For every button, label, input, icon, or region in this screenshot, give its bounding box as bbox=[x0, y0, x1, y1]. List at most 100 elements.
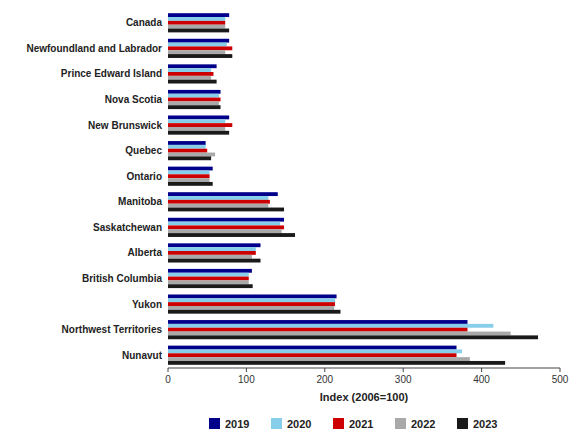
bar bbox=[168, 76, 211, 80]
category-label: Prince Edward Island bbox=[61, 68, 162, 79]
bar bbox=[168, 310, 340, 314]
bar bbox=[168, 277, 249, 281]
bar bbox=[168, 222, 280, 226]
bar bbox=[168, 361, 505, 365]
bar bbox=[168, 346, 457, 350]
bar bbox=[168, 204, 268, 208]
x-tick-label: 200 bbox=[316, 374, 333, 385]
legend-label: 2019 bbox=[225, 418, 249, 430]
x-tick-label: 400 bbox=[473, 374, 490, 385]
category-label: Ontario bbox=[126, 171, 162, 182]
bar bbox=[168, 200, 270, 204]
category-label: British Columbia bbox=[82, 273, 162, 284]
legend-swatch bbox=[209, 418, 220, 429]
legend-swatch bbox=[457, 418, 468, 429]
bar bbox=[168, 259, 261, 263]
bar bbox=[168, 208, 284, 212]
bar bbox=[168, 170, 210, 174]
bar bbox=[168, 21, 225, 25]
bar bbox=[168, 324, 493, 328]
bar bbox=[168, 64, 217, 68]
category-label: Manitoba bbox=[118, 196, 162, 207]
bar bbox=[168, 145, 206, 149]
bar bbox=[168, 72, 213, 76]
bar bbox=[168, 17, 225, 21]
x-axis-label: Index (2006=100) bbox=[320, 391, 409, 403]
bar bbox=[168, 153, 215, 157]
bar bbox=[168, 273, 249, 277]
bar bbox=[168, 255, 252, 259]
legend-label: 2020 bbox=[287, 418, 311, 430]
bar bbox=[168, 280, 249, 284]
bar bbox=[168, 46, 232, 50]
category-label: Yukon bbox=[132, 299, 162, 310]
category-label: Alberta bbox=[128, 247, 163, 258]
bar bbox=[168, 94, 219, 98]
bar bbox=[168, 123, 232, 127]
x-tick bbox=[168, 368, 169, 372]
bar bbox=[168, 29, 229, 33]
bar bbox=[168, 98, 221, 102]
bar bbox=[168, 105, 221, 109]
bar bbox=[168, 141, 206, 145]
category-label: Nova Scotia bbox=[105, 94, 163, 105]
legend-label: 2023 bbox=[473, 418, 497, 430]
x-tick-label: 500 bbox=[552, 374, 569, 385]
bar bbox=[168, 294, 337, 298]
chart-container: Canada Newfoundland and Labrador Prince Ed… bbox=[0, 0, 580, 440]
category-label: Nunavut bbox=[122, 350, 163, 361]
x-tick bbox=[481, 368, 482, 372]
bar bbox=[168, 50, 225, 54]
bar bbox=[168, 119, 225, 123]
x-tick bbox=[246, 368, 247, 372]
bar bbox=[168, 225, 284, 229]
bar bbox=[168, 349, 462, 353]
bar bbox=[168, 101, 219, 105]
bar bbox=[168, 178, 210, 182]
bar bbox=[168, 302, 335, 306]
legend-label: 2021 bbox=[349, 418, 373, 430]
bar bbox=[168, 156, 211, 160]
bar bbox=[168, 127, 225, 131]
category-label: Canada bbox=[126, 17, 163, 28]
bar bbox=[168, 298, 335, 302]
chart: Canada Newfoundland and Labrador Prince Ed… bbox=[0, 0, 580, 440]
bar bbox=[168, 43, 227, 47]
bar bbox=[168, 174, 210, 178]
bar bbox=[168, 320, 467, 324]
bar bbox=[168, 39, 229, 43]
bar bbox=[168, 25, 225, 29]
legend-swatch bbox=[333, 418, 344, 429]
bar bbox=[168, 251, 256, 255]
bar bbox=[168, 229, 282, 233]
bar bbox=[168, 68, 211, 72]
legend-swatch bbox=[395, 418, 406, 429]
bar bbox=[168, 182, 213, 186]
bar bbox=[168, 247, 256, 251]
bar bbox=[168, 328, 467, 332]
bar bbox=[168, 335, 538, 339]
category-label: Saskatchewan bbox=[93, 222, 162, 233]
bar bbox=[168, 80, 217, 84]
x-tick bbox=[403, 368, 404, 372]
bar bbox=[168, 192, 278, 196]
bar bbox=[168, 149, 207, 153]
category-label: Northwest Territories bbox=[62, 324, 163, 335]
bar bbox=[168, 115, 229, 119]
x-tick-label: 0 bbox=[165, 374, 171, 385]
bar bbox=[168, 90, 221, 94]
x-axis-line bbox=[168, 368, 560, 369]
legend-label: 2022 bbox=[411, 418, 435, 430]
bar bbox=[168, 196, 268, 200]
x-tick bbox=[560, 368, 561, 372]
bar bbox=[168, 54, 232, 58]
x-tick bbox=[324, 368, 325, 372]
x-tick-label: 100 bbox=[238, 374, 255, 385]
bar bbox=[168, 332, 511, 336]
bar bbox=[168, 218, 284, 222]
category-label: Quebec bbox=[125, 145, 162, 156]
bar bbox=[168, 284, 253, 288]
category-label: New Brunswick bbox=[88, 120, 162, 131]
category-label: Newfoundland and Labrador bbox=[26, 43, 162, 54]
x-tick-label: 300 bbox=[395, 374, 412, 385]
